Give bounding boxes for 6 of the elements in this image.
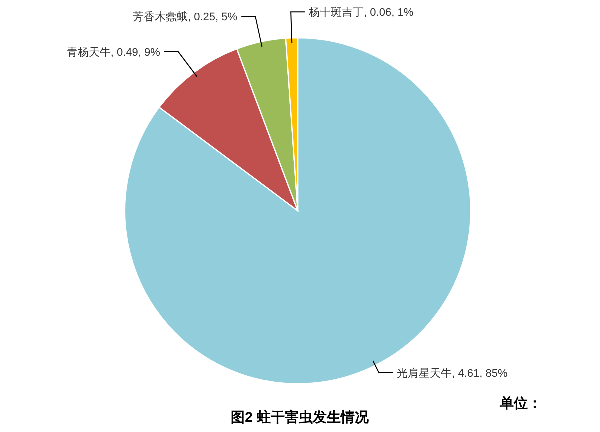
slice-label: 青杨天牛, 0.49, 9% bbox=[66, 46, 161, 59]
slice-label: 光肩星天牛, 4.61, 85% bbox=[397, 366, 508, 380]
text: 单位： bbox=[499, 395, 542, 411]
slice-label: 芳香木蠹蛾, 0.25, 5% bbox=[133, 10, 238, 24]
slice-label: 杨十斑吉丁, 0.06, 1% bbox=[308, 6, 414, 20]
text: 图2 蛀干害虫发生情况 bbox=[231, 409, 370, 425]
